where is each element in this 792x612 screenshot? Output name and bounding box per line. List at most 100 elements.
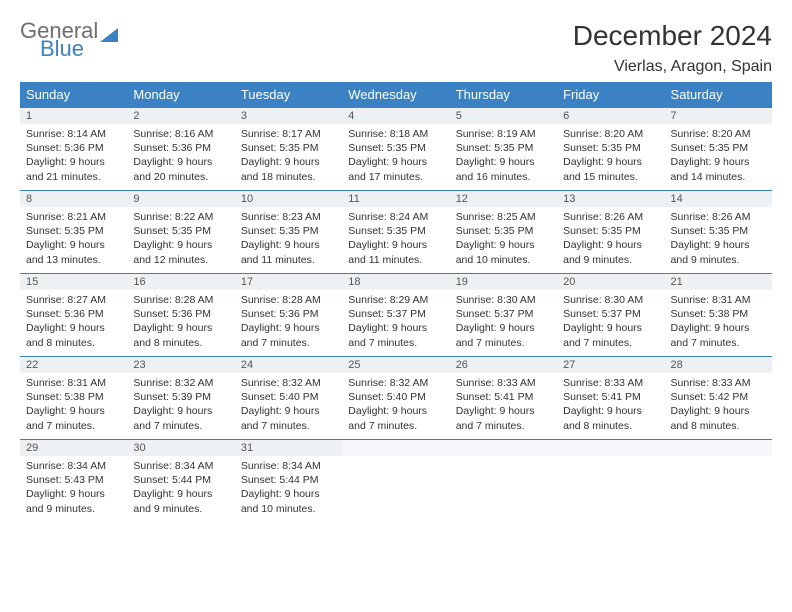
- sunrise-line: Sunrise: 8:20 AM: [563, 127, 658, 141]
- empty-day-bar: [342, 440, 449, 456]
- daylight-line2: and 15 minutes.: [563, 170, 658, 184]
- daylight-line2: and 10 minutes.: [241, 502, 336, 516]
- daylight-line2: and 7 minutes.: [563, 336, 658, 350]
- calendar-cell: 10Sunrise: 8:23 AMSunset: 5:35 PMDayligh…: [235, 191, 342, 274]
- sunrise-line: Sunrise: 8:28 AM: [241, 293, 336, 307]
- logo-triangle-icon: [100, 28, 118, 42]
- daylight-line1: Daylight: 9 hours: [671, 238, 766, 252]
- sunrise-line: Sunrise: 8:28 AM: [133, 293, 228, 307]
- day-number: 2: [127, 108, 234, 124]
- daylight-line2: and 9 minutes.: [671, 253, 766, 267]
- day-number: 15: [20, 274, 127, 290]
- calendar-cell: 11Sunrise: 8:24 AMSunset: 5:35 PMDayligh…: [342, 191, 449, 274]
- daylight-line2: and 8 minutes.: [671, 419, 766, 433]
- sunrise-line: Sunrise: 8:18 AM: [348, 127, 443, 141]
- day-number: 28: [665, 357, 772, 373]
- day-number: 23: [127, 357, 234, 373]
- calendar-cell: 14Sunrise: 8:26 AMSunset: 5:35 PMDayligh…: [665, 191, 772, 274]
- weekday-header: Wednesday: [342, 82, 449, 108]
- calendar-cell: 17Sunrise: 8:28 AMSunset: 5:36 PMDayligh…: [235, 274, 342, 357]
- calendar-cell: 25Sunrise: 8:32 AMSunset: 5:40 PMDayligh…: [342, 357, 449, 440]
- calendar-cell: 5Sunrise: 8:19 AMSunset: 5:35 PMDaylight…: [450, 108, 557, 191]
- day-number: 1: [20, 108, 127, 124]
- sunset-line: Sunset: 5:42 PM: [671, 390, 766, 404]
- title-block: December 2024 Vierlas, Aragon, Spain: [573, 20, 772, 76]
- sunset-line: Sunset: 5:35 PM: [671, 141, 766, 155]
- daylight-line2: and 7 minutes.: [241, 419, 336, 433]
- day-number: 5: [450, 108, 557, 124]
- day-content: Sunrise: 8:24 AMSunset: 5:35 PMDaylight:…: [342, 207, 449, 273]
- empty-day-bar: [557, 440, 664, 456]
- day-number: 4: [342, 108, 449, 124]
- daylight-line2: and 17 minutes.: [348, 170, 443, 184]
- daylight-line2: and 7 minutes.: [348, 336, 443, 350]
- day-content: Sunrise: 8:32 AMSunset: 5:39 PMDaylight:…: [127, 373, 234, 439]
- daylight-line2: and 8 minutes.: [133, 336, 228, 350]
- day-content: Sunrise: 8:25 AMSunset: 5:35 PMDaylight:…: [450, 207, 557, 273]
- weekday-header: Thursday: [450, 82, 557, 108]
- weekday-header: Sunday: [20, 82, 127, 108]
- day-content: Sunrise: 8:31 AMSunset: 5:38 PMDaylight:…: [665, 290, 772, 356]
- day-content: Sunrise: 8:23 AMSunset: 5:35 PMDaylight:…: [235, 207, 342, 273]
- sunset-line: Sunset: 5:43 PM: [26, 473, 121, 487]
- day-number: 21: [665, 274, 772, 290]
- calendar-cell: 9Sunrise: 8:22 AMSunset: 5:35 PMDaylight…: [127, 191, 234, 274]
- sunrise-line: Sunrise: 8:34 AM: [26, 459, 121, 473]
- sunrise-line: Sunrise: 8:25 AM: [456, 210, 551, 224]
- daylight-line1: Daylight: 9 hours: [671, 155, 766, 169]
- sunrise-line: Sunrise: 8:19 AM: [456, 127, 551, 141]
- calendar-row: 15Sunrise: 8:27 AMSunset: 5:36 PMDayligh…: [20, 274, 772, 357]
- day-content: Sunrise: 8:14 AMSunset: 5:36 PMDaylight:…: [20, 124, 127, 190]
- daylight-line1: Daylight: 9 hours: [133, 487, 228, 501]
- calendar-cell: 22Sunrise: 8:31 AMSunset: 5:38 PMDayligh…: [20, 357, 127, 440]
- sunset-line: Sunset: 5:35 PM: [563, 224, 658, 238]
- sunrise-line: Sunrise: 8:33 AM: [456, 376, 551, 390]
- empty-day-bar: [450, 440, 557, 456]
- sunrise-line: Sunrise: 8:33 AM: [671, 376, 766, 390]
- sunrise-line: Sunrise: 8:32 AM: [133, 376, 228, 390]
- day-number: 10: [235, 191, 342, 207]
- day-number: 24: [235, 357, 342, 373]
- weekday-header: Monday: [127, 82, 234, 108]
- sunrise-line: Sunrise: 8:29 AM: [348, 293, 443, 307]
- weekday-header-row: Sunday Monday Tuesday Wednesday Thursday…: [20, 82, 772, 108]
- calendar-cell: 29Sunrise: 8:34 AMSunset: 5:43 PMDayligh…: [20, 440, 127, 523]
- sunrise-line: Sunrise: 8:31 AM: [26, 376, 121, 390]
- daylight-line2: and 7 minutes.: [133, 419, 228, 433]
- calendar-row: 29Sunrise: 8:34 AMSunset: 5:43 PMDayligh…: [20, 440, 772, 523]
- day-content: Sunrise: 8:33 AMSunset: 5:41 PMDaylight:…: [450, 373, 557, 439]
- calendar-cell: 20Sunrise: 8:30 AMSunset: 5:37 PMDayligh…: [557, 274, 664, 357]
- day-number: 31: [235, 440, 342, 456]
- sunset-line: Sunset: 5:40 PM: [241, 390, 336, 404]
- sunset-line: Sunset: 5:44 PM: [133, 473, 228, 487]
- calendar-cell: 18Sunrise: 8:29 AMSunset: 5:37 PMDayligh…: [342, 274, 449, 357]
- day-number: 8: [20, 191, 127, 207]
- calendar-row: 8Sunrise: 8:21 AMSunset: 5:35 PMDaylight…: [20, 191, 772, 274]
- weekday-header: Tuesday: [235, 82, 342, 108]
- sunset-line: Sunset: 5:41 PM: [563, 390, 658, 404]
- daylight-line1: Daylight: 9 hours: [456, 321, 551, 335]
- sunset-line: Sunset: 5:35 PM: [563, 141, 658, 155]
- sunset-line: Sunset: 5:37 PM: [563, 307, 658, 321]
- day-number: 11: [342, 191, 449, 207]
- sunrise-line: Sunrise: 8:32 AM: [348, 376, 443, 390]
- day-content: Sunrise: 8:16 AMSunset: 5:36 PMDaylight:…: [127, 124, 234, 190]
- sunrise-line: Sunrise: 8:20 AM: [671, 127, 766, 141]
- daylight-line2: and 8 minutes.: [563, 419, 658, 433]
- daylight-line1: Daylight: 9 hours: [241, 238, 336, 252]
- day-number: 26: [450, 357, 557, 373]
- day-content: Sunrise: 8:34 AMSunset: 5:44 PMDaylight:…: [235, 456, 342, 522]
- day-number: 19: [450, 274, 557, 290]
- sunset-line: Sunset: 5:35 PM: [671, 224, 766, 238]
- sunrise-line: Sunrise: 8:32 AM: [241, 376, 336, 390]
- day-content: Sunrise: 8:34 AMSunset: 5:44 PMDaylight:…: [127, 456, 234, 522]
- daylight-line2: and 9 minutes.: [26, 502, 121, 516]
- day-content: Sunrise: 8:32 AMSunset: 5:40 PMDaylight:…: [342, 373, 449, 439]
- daylight-line1: Daylight: 9 hours: [456, 155, 551, 169]
- sunrise-line: Sunrise: 8:22 AM: [133, 210, 228, 224]
- sunset-line: Sunset: 5:35 PM: [133, 224, 228, 238]
- day-number: 3: [235, 108, 342, 124]
- day-content: Sunrise: 8:33 AMSunset: 5:41 PMDaylight:…: [557, 373, 664, 439]
- day-content: Sunrise: 8:26 AMSunset: 5:35 PMDaylight:…: [665, 207, 772, 273]
- sunrise-line: Sunrise: 8:31 AM: [671, 293, 766, 307]
